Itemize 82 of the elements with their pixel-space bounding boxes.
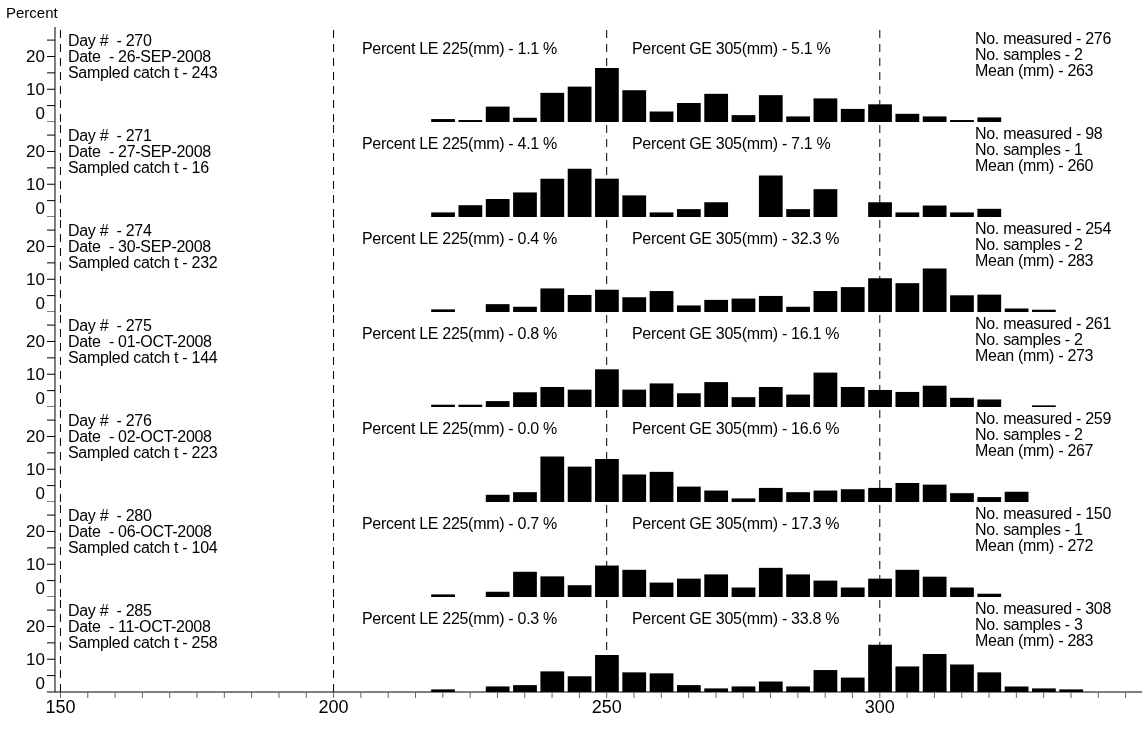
annotation: Mean (mm) - 260 xyxy=(975,157,1094,174)
annotation: Mean (mm) - 283 xyxy=(975,632,1094,649)
annotation: Mean (mm) - 283 xyxy=(975,252,1094,269)
annotation: Date - 26-SEP-2008 xyxy=(68,48,211,65)
annotation: Percent LE 225(mm) - 0.3 % xyxy=(362,610,557,627)
y-tick-label: 20 xyxy=(26,522,45,542)
y-tick-label: 20 xyxy=(26,332,45,352)
y-tick-label: 10 xyxy=(26,175,45,195)
y-tick-label: 10 xyxy=(26,270,45,290)
x-tick-label: 300 xyxy=(864,696,895,717)
y-tick-label: 0 xyxy=(35,389,45,408)
annotation: Sampled catch t - 144 xyxy=(68,349,218,366)
x-tick-label: 150 xyxy=(45,696,76,717)
y-tick-label: 0 xyxy=(35,104,45,123)
y-tick-label: 0 xyxy=(35,294,45,313)
y-axis-title: Percent xyxy=(6,4,58,21)
annotation: Percent GE 305(mm) - 5.1 % xyxy=(632,40,831,57)
y-tick-label: 0 xyxy=(35,199,45,218)
annotation: Date - 01-OCT-2008 xyxy=(68,333,212,350)
annotation: No. measured - 98 xyxy=(975,125,1103,142)
y-tick-label: 10 xyxy=(26,460,45,480)
annotation: No. samples - 2 xyxy=(975,426,1083,443)
annotation: Sampled catch t - 223 xyxy=(68,444,218,461)
annotation: Percent GE 305(mm) - 7.1 % xyxy=(632,135,831,152)
y-tick-label: 20 xyxy=(26,142,45,162)
y-tick-label: 20 xyxy=(26,617,45,637)
annotation: Sampled catch t - 16 xyxy=(68,159,209,176)
annotation: Percent LE 225(mm) - 4.1 % xyxy=(362,135,557,152)
annotation: No. samples - 1 xyxy=(975,141,1083,158)
annotation: Date - 27-SEP-2008 xyxy=(68,143,211,160)
annotation: Day # - 274 xyxy=(68,222,152,239)
annotation: Sampled catch t - 104 xyxy=(68,539,218,556)
annotation: Percent LE 225(mm) - 0.0 % xyxy=(362,420,557,437)
annotation: Sampled catch t - 243 xyxy=(68,64,218,81)
annotation: Percent GE 305(mm) - 17.3 % xyxy=(632,515,840,532)
annotation: Day # - 276 xyxy=(68,412,152,429)
annotation: Day # - 271 xyxy=(68,127,152,144)
annotation: Mean (mm) - 267 xyxy=(975,442,1094,459)
annotation: No. measured - 259 xyxy=(975,410,1112,427)
annotation: Percent GE 305(mm) - 16.1 % xyxy=(632,325,840,342)
annotation: Day # - 280 xyxy=(68,507,152,524)
annotation: Day # - 275 xyxy=(68,317,152,334)
y-tick-label: 20 xyxy=(26,47,45,67)
annotation: No. samples - 2 xyxy=(975,236,1083,253)
annotation: Percent LE 225(mm) - 0.8 % xyxy=(362,325,557,342)
annotation: Sampled catch t - 258 xyxy=(68,634,218,651)
y-tick-label: 0 xyxy=(35,674,45,693)
annotation: No. samples - 2 xyxy=(975,331,1083,348)
annotation: Sampled catch t - 232 xyxy=(68,254,218,271)
annotation: No. measured - 308 xyxy=(975,600,1112,617)
annotation: Day # - 285 xyxy=(68,602,152,619)
annotation: Percent GE 305(mm) - 32.3 % xyxy=(632,230,840,247)
x-tick-label: 200 xyxy=(318,696,349,717)
annotation: Percent LE 225(mm) - 0.4 % xyxy=(362,230,557,247)
y-tick-label: 0 xyxy=(35,484,45,503)
annotation: No. measured - 261 xyxy=(975,315,1112,332)
annotation: Percent GE 305(mm) - 16.6 % xyxy=(632,420,840,437)
annotation: No. measured - 150 xyxy=(975,505,1112,522)
annotation: Percent LE 225(mm) - 0.7 % xyxy=(362,515,557,532)
annotation: Day # - 270 xyxy=(68,32,152,49)
annotation: Date - 06-OCT-2008 xyxy=(68,523,212,540)
y-tick-label: 10 xyxy=(26,555,45,575)
annotation: Percent GE 305(mm) - 33.8 % xyxy=(632,610,840,627)
y-tick-label: 20 xyxy=(26,427,45,447)
annotation: Date - 11-OCT-2008 xyxy=(68,618,211,635)
annotation: No. measured - 254 xyxy=(975,220,1112,237)
y-tick-label: 10 xyxy=(26,650,45,670)
y-tick-label: 10 xyxy=(26,80,45,100)
annotation: Percent LE 225(mm) - 1.1 % xyxy=(362,40,557,57)
y-tick-label: 10 xyxy=(26,365,45,385)
annotation: Date - 02-OCT-2008 xyxy=(68,428,212,445)
x-tick-label: 250 xyxy=(591,696,622,717)
y-tick-label: 20 xyxy=(26,237,45,257)
annotation: Mean (mm) - 273 xyxy=(975,347,1094,364)
annotation: No. samples - 2 xyxy=(975,46,1083,63)
annotation: No. samples - 3 xyxy=(975,616,1083,633)
annotation: No. samples - 1 xyxy=(975,521,1083,538)
annotation: No. measured - 276 xyxy=(975,30,1112,47)
y-tick-label: 0 xyxy=(35,579,45,598)
annotation: Date - 30-SEP-2008 xyxy=(68,238,211,255)
annotation: Mean (mm) - 272 xyxy=(975,537,1094,554)
annotation: Mean (mm) - 263 xyxy=(975,62,1094,79)
